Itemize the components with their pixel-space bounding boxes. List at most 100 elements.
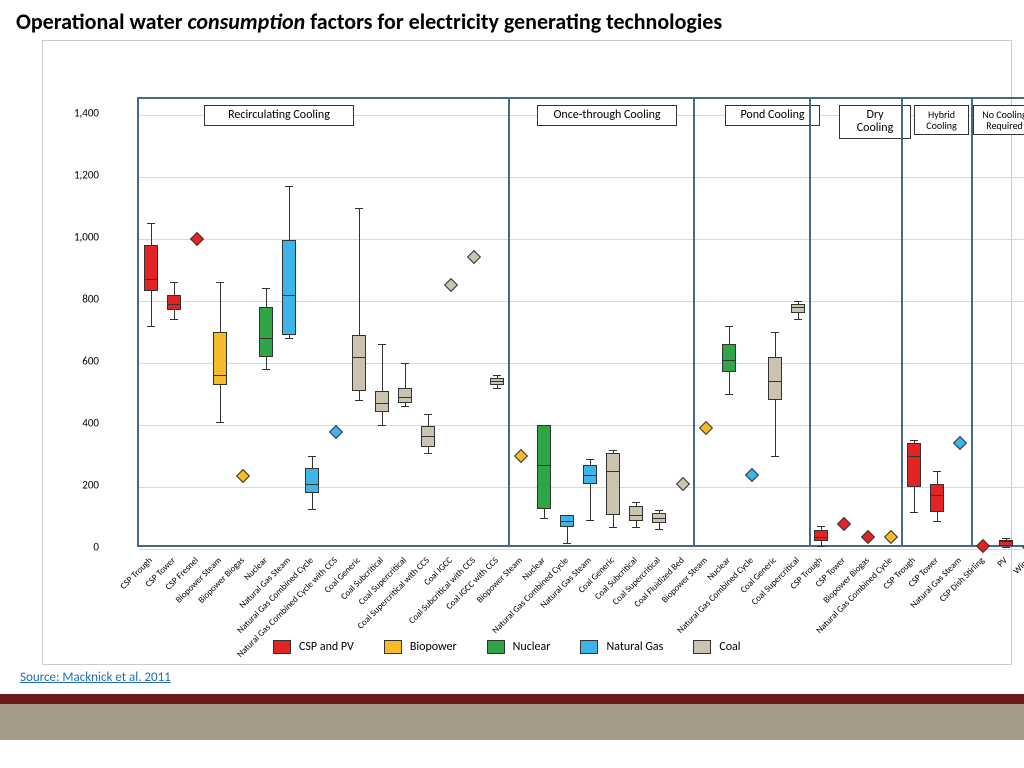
boxplot-box (213, 332, 227, 385)
boxplot-median (421, 436, 435, 437)
boxplot-whisker (567, 527, 568, 543)
legend-swatch (487, 640, 505, 654)
boxplot-cap (493, 375, 501, 376)
boxplot-cap (216, 282, 224, 283)
section-label: Once-through Cooling (537, 105, 677, 126)
section-label: Pond Cooling (725, 105, 820, 126)
boxplot-median (999, 541, 1013, 542)
x-tick-label: Wind (1012, 555, 1024, 577)
boxplot-median (375, 403, 389, 404)
boxplot-cap (725, 394, 733, 395)
boxplot-cap (563, 543, 571, 544)
boxplot-median (814, 537, 828, 538)
boxplot-cap (170, 282, 178, 283)
boxplot-box (398, 388, 412, 404)
section-divider (971, 99, 973, 545)
outlier-diamond (976, 539, 990, 553)
gridline (139, 301, 1024, 302)
plot-area: Recirculating Cooling Once-through Coolin… (137, 97, 1024, 547)
legend-label: Biopower (410, 640, 457, 654)
boxplot-box (352, 335, 366, 391)
boxplot-cap (609, 450, 617, 451)
outlier-diamond (699, 421, 713, 435)
boxplot-whisker (151, 291, 152, 325)
boxplot-cap (725, 326, 733, 327)
boxplot-cap (563, 515, 571, 516)
legend-label: Nuclear (513, 640, 551, 654)
boxplot-cap (308, 456, 316, 457)
boxplot-whisker (937, 471, 938, 483)
boxplot-whisker (590, 484, 591, 520)
legend-item: Biopower (384, 640, 457, 654)
boxplot-cap (378, 344, 386, 345)
boxplot-cap (262, 288, 270, 289)
boxplot-box (722, 344, 736, 372)
legend-label: Coal (719, 640, 740, 654)
boxplot-median (490, 381, 504, 382)
y-tick-label: 0 (59, 541, 99, 554)
section-divider (901, 99, 903, 545)
boxplot-cap (771, 456, 779, 457)
boxplot-box (167, 295, 181, 311)
boxplot-box (375, 391, 389, 413)
boxplot-whisker (359, 391, 360, 400)
boxplot-cap (933, 521, 941, 522)
boxplot-whisker (174, 282, 175, 294)
boxplot-cap (540, 425, 548, 426)
boxplot-median (537, 465, 551, 466)
section-divider (508, 99, 510, 545)
y-tick-label: 1,000 (59, 230, 99, 243)
legend-swatch (580, 640, 598, 654)
y-tick-label: 800 (59, 292, 99, 305)
boxplot-whisker (729, 326, 730, 345)
boxplot-cap (632, 527, 640, 528)
legend-item: Nuclear (487, 640, 551, 654)
boxplot-box (537, 425, 551, 509)
boxplot-cap (216, 422, 224, 423)
boxplot-cap (147, 326, 155, 327)
boxplot-cap (424, 453, 432, 454)
boxplot-box (768, 357, 782, 400)
boxplot-cap (655, 510, 663, 511)
boxplot-cap (817, 526, 825, 527)
outlier-diamond (444, 278, 458, 292)
section-label: Dry Cooling (839, 105, 911, 139)
boxplot-median (652, 518, 666, 519)
outlier-diamond (190, 232, 204, 246)
boxplot-whisker (937, 512, 938, 521)
boxplot-cap (540, 518, 548, 519)
legend-item: Coal (693, 640, 740, 654)
boxplot-median (907, 456, 921, 457)
boxplot-cap (933, 471, 941, 472)
outlier-diamond (514, 449, 528, 463)
y-tick-label: 1,200 (59, 168, 99, 181)
boxplot-box (930, 484, 944, 512)
boxplot-cap (817, 546, 825, 547)
outlier-diamond (236, 469, 250, 483)
boxplot-box (907, 443, 921, 486)
gridline (139, 487, 1024, 488)
boxplot-cap (1002, 538, 1010, 539)
legend-item: CSP and PV (273, 640, 354, 654)
gridline (139, 425, 1024, 426)
boxplot-cap (910, 512, 918, 513)
section-label: Recirculating Cooling (204, 105, 354, 126)
boxplot-cap (1002, 547, 1010, 548)
source-link[interactable]: Source: Macknick et al. 2011 (20, 670, 171, 685)
boxplot-cap (378, 425, 386, 426)
outlier-diamond (329, 425, 343, 439)
boxplot-median (259, 338, 273, 339)
boxplot-whisker (914, 487, 915, 512)
section-label: Hybrid Cooling (914, 105, 969, 135)
gridline (139, 239, 1024, 240)
legend: CSP and PVBiopowerNuclearNatural GasCoal (273, 636, 973, 658)
boxplot-cap (609, 527, 617, 528)
boxplot-whisker (382, 412, 383, 424)
boxplot-median (167, 304, 181, 305)
boxplot-cap (794, 301, 802, 302)
boxplot-median (583, 475, 597, 476)
boxplot-whisker (544, 509, 545, 518)
boxplot-box (305, 468, 319, 493)
gridline (139, 549, 1024, 550)
footer-bar (0, 704, 1024, 740)
